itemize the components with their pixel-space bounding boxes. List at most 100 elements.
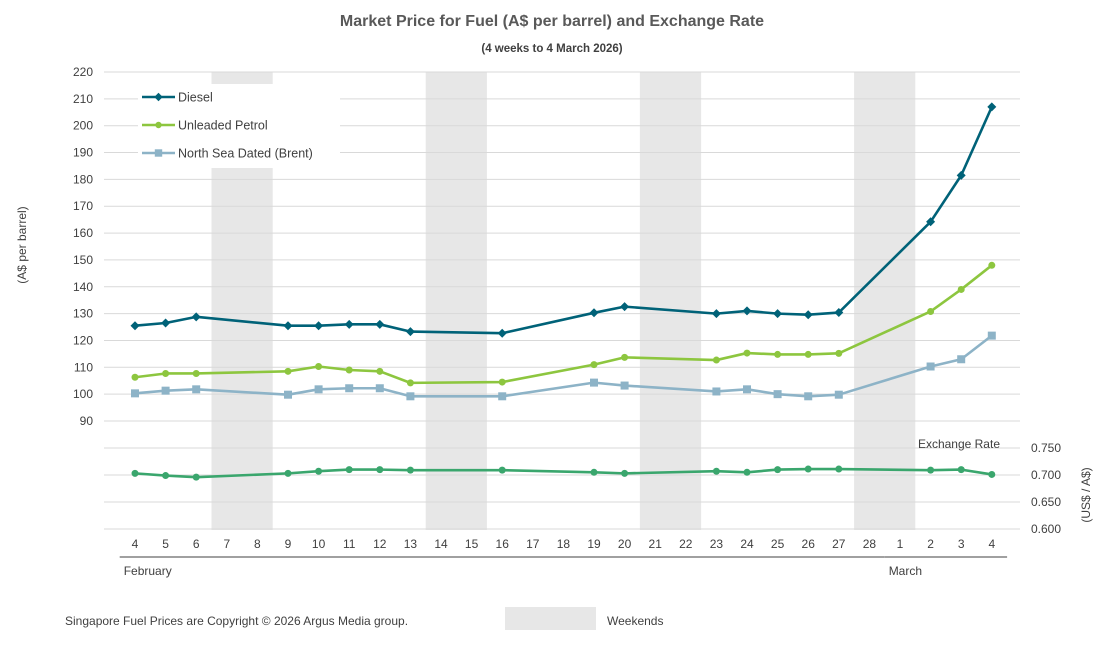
- legend-label: Unleaded Petrol: [178, 119, 268, 133]
- x-axis: 4 5 6 7 8 9 10 11 12 13 14 15 16 17 18 19 20 21 22 23 24 25 26…: [119, 537, 1008, 578]
- unleaded-petrol-point: [162, 369, 170, 377]
- x-tick-label: 8: [254, 537, 261, 551]
- x-tick-label: 24: [740, 537, 754, 551]
- y-tick-label: 130: [73, 307, 93, 321]
- x-tick-label: 18: [557, 537, 571, 551]
- y-tick-label: 190: [73, 146, 93, 160]
- north-sea-dated-brent-point: [345, 384, 354, 393]
- x-tick-label: 23: [710, 537, 724, 551]
- diesel-point: [497, 328, 507, 338]
- unleaded-petrol-point: [621, 353, 629, 361]
- x-tick-label: 4: [132, 537, 139, 551]
- diesel-point: [803, 310, 813, 320]
- diesel-series: [130, 102, 997, 338]
- x-tick-label: 12: [373, 537, 387, 551]
- north-sea-dated-brent-point: [406, 392, 415, 401]
- exchange-rate-point: [712, 467, 720, 475]
- y2-axis-ticks: 0.600 0.650 0.700 0.750: [1031, 441, 1061, 536]
- legend-marker: [154, 92, 163, 102]
- exchange-rate-point: [192, 473, 200, 481]
- legend-label: North Sea Dated (Brent): [178, 147, 313, 161]
- weekend-band: [425, 72, 487, 530]
- north-sea-dated-brent-point: [804, 392, 813, 401]
- exchange-rate-point: [590, 468, 598, 476]
- north-sea-dated-brent-point: [314, 385, 323, 394]
- north-sea-dated-brent-point: [987, 331, 996, 340]
- x-tick-label: 28: [863, 537, 877, 551]
- north-sea-dated-brent-point: [773, 390, 782, 399]
- series-lines: [130, 102, 997, 481]
- gridlines: [104, 71, 1020, 530]
- y-tick-label: 200: [73, 119, 93, 133]
- diesel-point: [589, 308, 599, 318]
- unleaded-petrol-point: [774, 350, 782, 358]
- unleaded-petrol-point: [957, 285, 965, 293]
- exchange-rate-point: [804, 465, 812, 473]
- exchange-rate-point: [774, 466, 782, 474]
- diesel-point: [926, 217, 936, 227]
- x-tick-label: 1: [897, 537, 904, 551]
- north-sea-dated-brent-point: [590, 378, 598, 387]
- chart-subtitle: (4 weeks to 4 March 2026): [481, 43, 622, 55]
- exchange-rate-point: [835, 465, 843, 473]
- x-tick-label: 15: [465, 537, 479, 551]
- legend: Diesel Unleaded Petrol North Sea Dated (Br…: [142, 91, 313, 161]
- north-sea-dated-brent-series: [131, 331, 996, 401]
- exchange-rate-point: [927, 466, 935, 474]
- y-tick-label: 100: [73, 387, 93, 401]
- diesel-point: [711, 309, 721, 319]
- x-tick-label: 11: [343, 537, 356, 551]
- diesel-point: [742, 306, 752, 316]
- exchange-rate-point: [406, 466, 414, 474]
- exchange-rate-series: [131, 465, 996, 481]
- x-tick-label: 25: [771, 537, 785, 551]
- y-tick-label: 150: [73, 253, 93, 267]
- x-tick-label: 10: [312, 537, 326, 551]
- y-tick-label: 90: [80, 414, 94, 428]
- diesel-point: [375, 319, 385, 329]
- diesel-point: [344, 319, 354, 329]
- y-tick-label: 170: [73, 199, 93, 213]
- x-tick-label: 13: [404, 537, 418, 551]
- x-tick-label: 5: [162, 537, 169, 551]
- weekends-legend-swatch: [505, 607, 596, 630]
- exchange-rate-point: [284, 469, 292, 477]
- north-sea-dated-brent-point: [926, 362, 935, 371]
- exchange-rate-point: [498, 466, 506, 474]
- legend-item-unleaded-petrol: Unleaded Petrol: [142, 119, 268, 133]
- x-tick-label: 19: [587, 537, 601, 551]
- unleaded-petrol-point: [192, 369, 200, 377]
- y-tick-label: 120: [73, 333, 93, 347]
- diesel-point: [191, 312, 201, 322]
- north-sea-dated-brent-point: [192, 385, 201, 394]
- north-sea-dated-brent-point: [834, 390, 843, 399]
- weekend-band: [854, 72, 916, 530]
- unleaded-petrol-point: [804, 350, 812, 358]
- unleaded-petrol-point: [743, 349, 751, 357]
- diesel-point: [956, 170, 966, 180]
- diesel-point: [314, 321, 324, 331]
- north-sea-dated-brent-point: [131, 389, 139, 398]
- north-sea-dated-brent-point: [284, 390, 292, 399]
- y-axis-label: (A$ per barrel): [15, 206, 29, 283]
- unleaded-petrol-series: [131, 261, 996, 387]
- exchange-rate-point: [315, 467, 323, 475]
- y-axis-ticks: 90 100 110 120 130 140 150 160 170 180 190 200 210 22…: [73, 65, 93, 428]
- x-tick-label: 6: [193, 537, 200, 551]
- unleaded-petrol-point: [927, 307, 935, 315]
- unleaded-petrol-point: [590, 361, 598, 369]
- unleaded-petrol-point: [284, 367, 292, 375]
- diesel-point: [405, 327, 415, 337]
- exchange-rate-point: [743, 468, 751, 476]
- y-tick-label: 160: [73, 226, 93, 240]
- legend-item-diesel: Diesel: [142, 91, 213, 105]
- unleaded-petrol-point: [835, 349, 843, 357]
- x-tick-label: 17: [526, 537, 540, 551]
- north-sea-dated-brent-point: [743, 385, 751, 394]
- north-sea-dated-brent-point: [161, 386, 170, 395]
- x-tick-label: 7: [223, 537, 230, 551]
- legend-label: Diesel: [178, 91, 213, 105]
- north-sea-dated-brent-point: [712, 387, 721, 396]
- weekend-band: [639, 72, 702, 530]
- exchange-rate-point: [376, 466, 384, 474]
